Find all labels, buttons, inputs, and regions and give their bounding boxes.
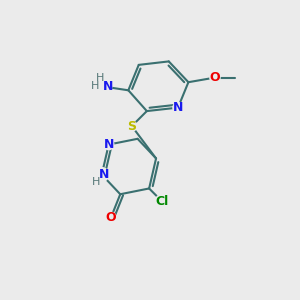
Text: H: H [92, 176, 100, 187]
Circle shape [127, 121, 137, 131]
Text: H: H [96, 73, 104, 83]
Text: H: H [91, 81, 99, 91]
Text: N: N [99, 168, 109, 181]
Text: N: N [103, 138, 114, 151]
Text: O: O [210, 71, 220, 84]
Circle shape [95, 168, 109, 182]
Text: S: S [127, 120, 136, 133]
Circle shape [173, 103, 183, 113]
Text: Cl: Cl [155, 195, 169, 208]
Circle shape [99, 80, 112, 93]
Circle shape [210, 73, 220, 83]
Circle shape [106, 212, 116, 222]
Circle shape [155, 195, 168, 208]
Text: N: N [103, 80, 113, 93]
Text: O: O [106, 211, 116, 224]
Circle shape [103, 140, 114, 150]
Text: N: N [173, 101, 183, 114]
